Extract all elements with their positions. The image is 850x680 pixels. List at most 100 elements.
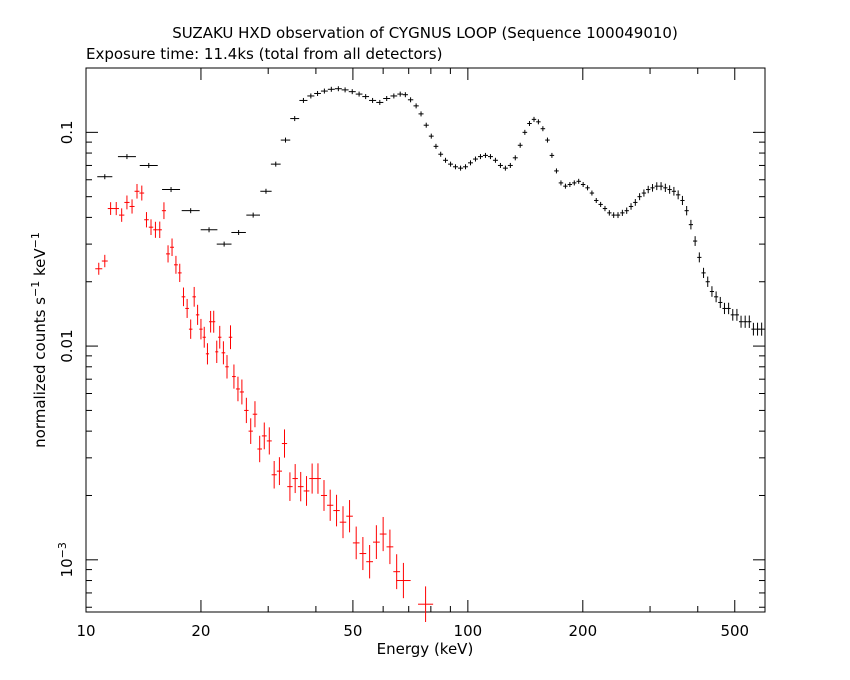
- data-point: [97, 174, 113, 180]
- data-series: [95, 86, 765, 623]
- data-point: [359, 537, 367, 571]
- data-point: [697, 252, 702, 263]
- data-point: [307, 93, 315, 99]
- data-point: [438, 151, 444, 157]
- data-point: [157, 221, 162, 239]
- plot-frame: [85, 67, 766, 613]
- data-point: [418, 586, 434, 623]
- data-point: [633, 199, 638, 206]
- data-point: [101, 254, 108, 268]
- data-point: [205, 343, 210, 365]
- data-point: [487, 154, 493, 160]
- data-point: [512, 155, 518, 161]
- data-point: [95, 262, 103, 275]
- data-point: [124, 195, 130, 210]
- data-point: [248, 418, 253, 444]
- data-point: [144, 212, 149, 228]
- data-point: [738, 315, 744, 328]
- data-point: [192, 286, 196, 307]
- data-point: [693, 236, 698, 246]
- data-point: [676, 190, 681, 200]
- data-point: [113, 201, 120, 216]
- data-point: [129, 199, 135, 214]
- data-point: [390, 93, 398, 99]
- data-point: [174, 255, 178, 274]
- data-point: [376, 99, 384, 105]
- data-point: [549, 152, 555, 158]
- y-axis-label-mid: keV: [31, 248, 49, 281]
- data-point: [257, 435, 263, 463]
- data-point: [200, 227, 218, 233]
- data-point: [352, 526, 360, 560]
- data-point: [743, 315, 748, 328]
- y-axis-label: normalized counts s−1 keV−1: [29, 232, 49, 448]
- data-point: [379, 516, 387, 552]
- data-point: [585, 185, 590, 191]
- data-point: [628, 203, 634, 210]
- data-point: [299, 97, 308, 103]
- data-point: [297, 471, 304, 502]
- data-point: [195, 304, 200, 325]
- data-point: [212, 310, 216, 333]
- data-point: [536, 119, 541, 125]
- data-point: [235, 376, 240, 402]
- data-point: [221, 341, 226, 365]
- x-tick-label: 10: [76, 622, 95, 640]
- data-point: [327, 86, 335, 92]
- data-point: [314, 90, 321, 96]
- data-point: [161, 202, 167, 220]
- data-point: [448, 161, 454, 167]
- y-tick-label: 0.1: [58, 120, 76, 144]
- data-point: [654, 182, 659, 191]
- data-point: [730, 309, 735, 321]
- data-point: [701, 267, 706, 278]
- data-point: [270, 161, 281, 167]
- data-point: [266, 427, 272, 455]
- data-point: [507, 162, 513, 168]
- data-point: [397, 91, 404, 97]
- data-point: [722, 302, 727, 315]
- data-point: [218, 325, 222, 349]
- data-point: [117, 154, 136, 160]
- data-point: [166, 245, 171, 263]
- data-point: [216, 241, 232, 247]
- data-point: [517, 142, 523, 148]
- data-point: [252, 401, 258, 428]
- data-point: [482, 152, 488, 158]
- data-point: [134, 183, 140, 199]
- data-point: [287, 472, 293, 501]
- data-point: [468, 160, 473, 166]
- data-point: [153, 221, 158, 238]
- data-point: [177, 263, 182, 283]
- data-point: [598, 201, 603, 207]
- data-point: [452, 164, 458, 170]
- data-point: [148, 219, 154, 236]
- y-axis-label-sup1: −1: [29, 281, 42, 297]
- data-point: [383, 95, 391, 101]
- data-point: [339, 506, 347, 539]
- data-point: [320, 88, 328, 94]
- data-point: [228, 325, 233, 350]
- data-point: [225, 355, 229, 379]
- data-point: [602, 205, 608, 212]
- data-point: [684, 206, 689, 216]
- data-point: [688, 219, 694, 230]
- data-point: [758, 322, 765, 336]
- x-tick-label: 50: [343, 622, 362, 640]
- data-point: [346, 500, 353, 533]
- data-point: [239, 379, 244, 405]
- data-point: [369, 97, 377, 103]
- data-point: [611, 212, 616, 218]
- data-point: [718, 296, 723, 308]
- data-point: [594, 197, 599, 203]
- data-point: [413, 103, 419, 109]
- x-tick-label: 100: [454, 622, 483, 640]
- data-point: [386, 529, 394, 565]
- data-point: [747, 315, 752, 328]
- data-point: [139, 185, 145, 201]
- data-point: [502, 165, 508, 171]
- data-point: [641, 189, 647, 197]
- data-point: [281, 429, 288, 458]
- x-axis-label: Energy (keV): [377, 640, 474, 658]
- data-point: [726, 302, 731, 315]
